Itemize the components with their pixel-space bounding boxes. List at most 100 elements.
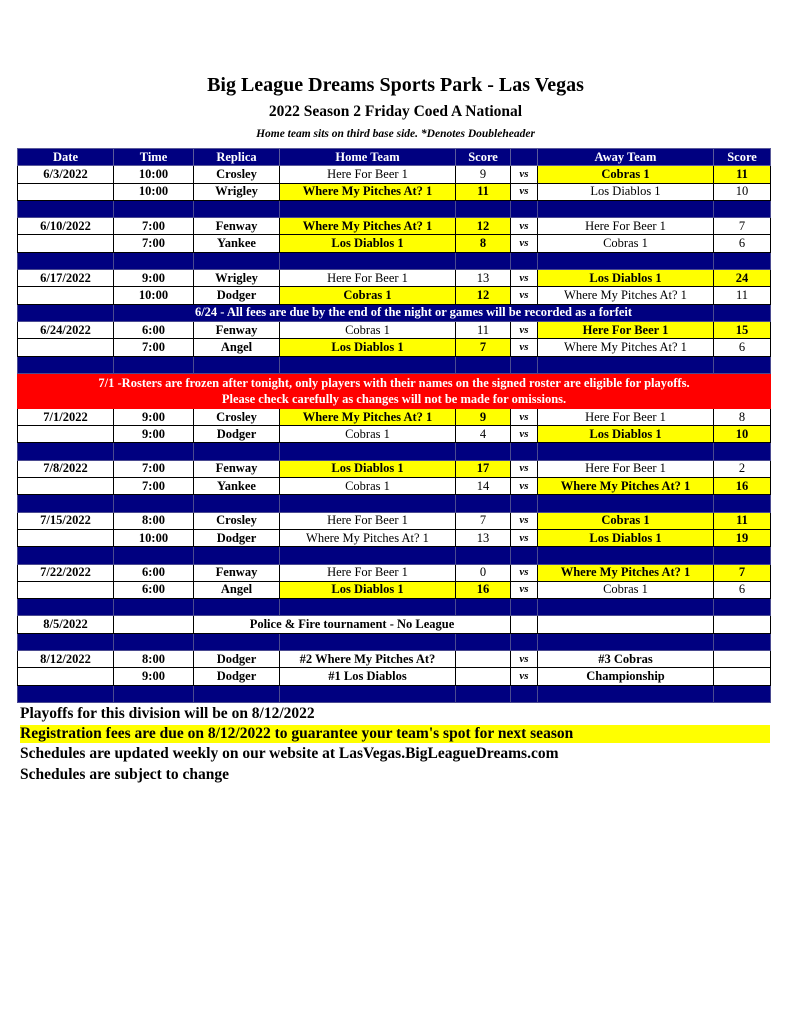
spacer-cell [537,442,714,461]
vs-label: vs [510,580,538,600]
game-date [17,528,114,548]
game-row: 6/10/2022 7:00 Fenway Where My Pitches At? … [17,217,771,236]
replica-field: Angel [193,580,280,600]
spacer-cell [17,632,114,652]
away-score: 6 [713,234,771,253]
home-team: Here For Beer 1 [279,511,456,530]
vs-label: vs [510,320,538,340]
spacer-cell [193,546,280,565]
vs-label: vs [510,269,538,288]
spacer-cell [510,684,538,703]
home-team-note: Home team sits on third base side. *Deno… [256,128,535,140]
spacer-row [17,494,771,513]
vs-label: vs [510,511,538,530]
spacer-cell [193,199,280,219]
spacer-cell [279,546,456,565]
notice-text: 6/24 - All fees are due by the end of th… [113,303,714,322]
spacer-cell [113,632,194,652]
spacer-cell [713,251,771,271]
game-row: 7/15/2022 8:00 Crosley Here For Beer 1 7 vs Co… [17,511,771,530]
spacer-cell [537,199,714,219]
replica-field: Angel [193,338,280,357]
home-team: Here For Beer 1 [279,269,456,288]
game-date: 6/10/2022 [17,217,114,236]
col-home-score: Score [455,147,511,167]
spacer-cell [113,684,194,703]
home-team: Los Diablos 1 [279,459,456,479]
game-time: 8:00 [113,650,194,669]
vs-label: vs [510,217,538,236]
spacer-cell [17,442,114,461]
game-time: 10:00 [113,165,194,184]
spacer-cell [113,355,194,374]
spacer-cell [193,251,280,271]
game-time: 9:00 [113,425,194,444]
home-score: 7 [455,338,511,357]
away-team: Cobras 1 [537,234,714,253]
away-score: 7 [713,217,771,236]
game-time: 6:00 [113,563,194,582]
col-vs [510,147,538,167]
spacer-cell [455,598,511,617]
table-header-row: Date Time Replica Home Team Score Away T… [17,147,771,167]
home-score: 9 [455,407,511,427]
spacer-cell [17,251,114,271]
replica-field: Fenway [193,217,280,236]
away-team: Where My Pitches At? 1 [537,286,714,305]
spacer-cell [510,442,538,461]
game-date: 6/24/2022 [17,320,114,340]
game-date: 6/3/2022 [17,165,114,184]
spacer-cell [455,684,511,703]
spacer-row [17,355,771,374]
vs-label: vs [510,563,538,582]
home-team: #1 Los Diablos [279,667,456,686]
game-date: 6/17/2022 [17,269,114,288]
spacer-cell [537,598,714,617]
vs-label: vs [510,165,538,184]
away-score: 24 [713,269,771,288]
game-time: 10:00 [113,528,194,548]
vs-label: vs [510,286,538,305]
game-date [17,182,114,201]
replica-field: Dodger [193,650,280,669]
away-team: Cobras 1 [537,165,714,184]
spacer-cell [537,632,714,652]
spacer-cell [17,598,114,617]
away-team: Cobras 1 [537,511,714,530]
away-team: Cobras 1 [537,580,714,600]
spacer-cell [510,355,538,374]
away-team: #3 Cobras [537,650,714,669]
spacer-row [17,684,771,703]
home-team: Where My Pitches At? 1 [279,182,456,201]
vs-label: vs [510,650,538,669]
notice-row: 6/24 - All fees are due by the end of th… [17,303,771,322]
vs-label: vs [510,407,538,427]
game-row: 9:00 Dodger #1 Los Diablos vs Championship [17,667,771,686]
roster-alert-row: 7/1 -Rosters are frozen after tonight, o… [17,372,771,409]
home-team: Where My Pitches At? 1 [279,407,456,427]
spacer-cell [537,355,714,374]
col-time: Time [113,147,194,167]
home-team: Cobras 1 [279,425,456,444]
game-time: 9:00 [113,407,194,427]
playoffs-note: Playoffs for this division will be on 8/… [20,705,315,722]
replica-field: Crosley [193,165,280,184]
schedule-table: Date Time Replica Home Team Score Away T… [17,147,771,703]
away-score: 10 [713,182,771,201]
spacer-cell [713,598,771,617]
away-score: 2 [713,459,771,479]
spacer-cell [455,355,511,374]
home-score: 16 [455,580,511,600]
home-score: 13 [455,528,511,548]
away-team: Where My Pitches At? 1 [537,477,714,496]
game-row: 8/12/2022 8:00 Dodger #2 Where My Pitches A… [17,650,771,669]
page-subtitle: 2022 Season 2 Friday Coed A National [268,103,523,120]
away-score: 8 [713,407,771,427]
registration-note: Registration fees are due on 8/12/2022 t… [20,725,770,743]
replica-field: Fenway [193,459,280,479]
spacer-cell [537,546,714,565]
away-score: 6 [713,338,771,357]
game-date [17,580,114,600]
